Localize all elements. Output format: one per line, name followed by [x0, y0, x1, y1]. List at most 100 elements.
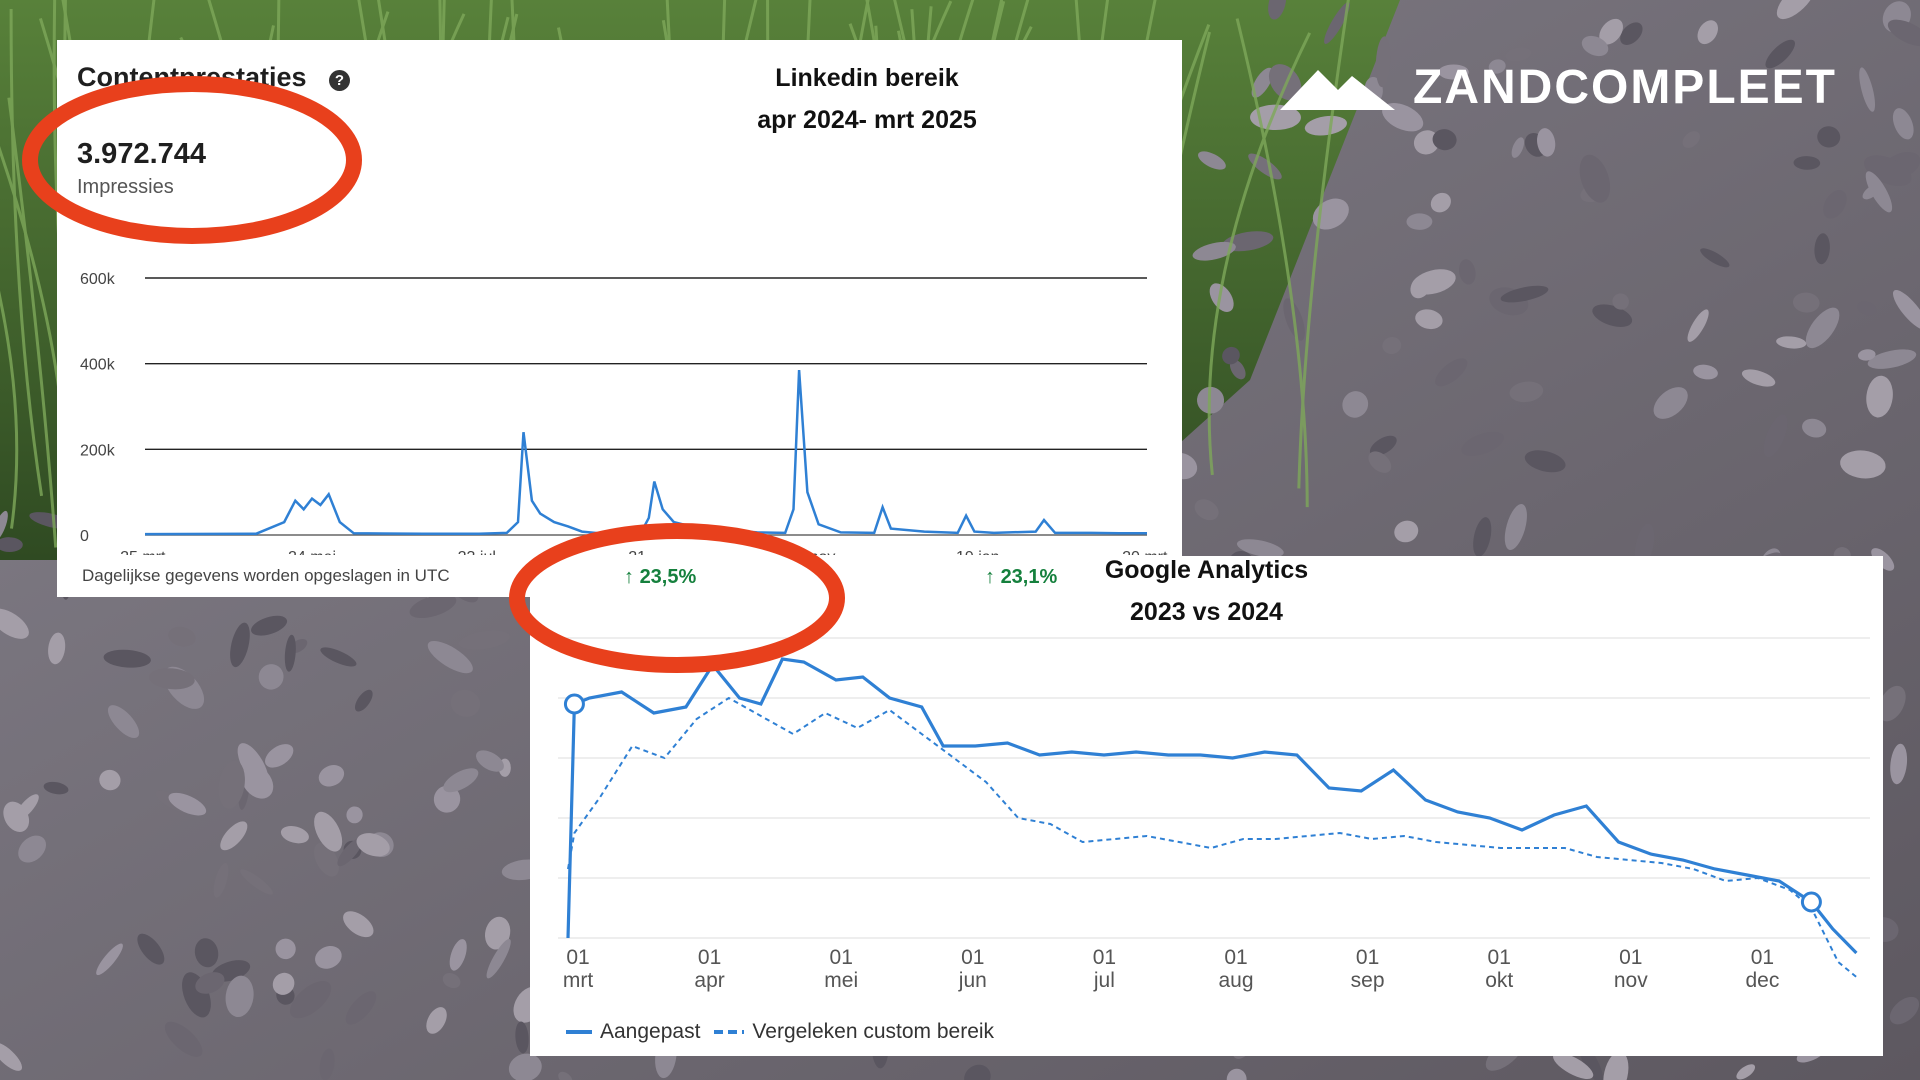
impressions-series-line: [144, 370, 1147, 536]
gravel-stone: [1814, 233, 1830, 265]
linkedin-panel: Contentprestaties ? Linkedin bereik apr …: [57, 40, 1182, 597]
series-line-aangepast: [566, 657, 1858, 955]
gravel-stone: [1687, 309, 1709, 342]
gravel-stone: [964, 1064, 991, 1080]
solid-line-swatch: [566, 1030, 592, 1034]
legend-item-aangepast[interactable]: Aangepast: [566, 1020, 700, 1044]
gravel-stone: [1473, 517, 1492, 557]
gravel-stone: [1458, 259, 1476, 285]
gravel-stone: [1599, 18, 1624, 45]
gravel-stone: [409, 594, 457, 619]
gravel-stone: [346, 806, 363, 824]
linkedin-impressions-chart: 0 200k 400k 600k 25 mrt. 24 mei 23 jul. 21 ... 2…: [80, 271, 1172, 555]
legend-item-vergeleken[interactable]: Vergeleken custom bereik: [714, 1020, 994, 1044]
gravel-stone: [168, 792, 207, 816]
gravel-stone: [225, 975, 254, 1018]
gravel-stone: [0, 1042, 23, 1071]
gravel-stone: [1209, 283, 1234, 312]
gravel-stone: [1700, 248, 1730, 268]
x-tick-label: 20 nov.: [787, 549, 838, 555]
gravel-stone: [1682, 131, 1700, 148]
utc-note: Dagelijkse gegevens worden opgeslagen in…: [82, 566, 450, 585]
gravel-stone: [345, 991, 377, 1025]
gravel-stone: [485, 916, 511, 950]
gravel-stone: [0, 537, 23, 553]
gravel-stone: [1251, 67, 1273, 98]
gravel-stone: [164, 1021, 203, 1057]
gravel-stone: [337, 838, 363, 867]
x-tick-label: 20 mrt.: [1122, 549, 1172, 555]
gravel-stone: [1857, 349, 1876, 361]
ga-x-tick-month: dec: [1745, 969, 1779, 992]
gravel-stone: [1430, 192, 1451, 213]
grass-blade: [7, 97, 58, 548]
gravel-stone: [230, 622, 250, 668]
gravel-stone: [289, 981, 332, 1019]
gravel-stone: [1693, 364, 1718, 380]
gravel-stone: [265, 744, 294, 768]
gravel-stone: [168, 626, 196, 647]
help-icon[interactable]: ?: [329, 70, 350, 91]
x-tick-label: 24 mei: [288, 549, 336, 555]
x-tick-label: 21 ...: [628, 549, 664, 555]
gravel-stone: [1805, 307, 1840, 349]
gravel-stone: [1890, 743, 1908, 785]
impressions-value: 3.972.744: [77, 138, 207, 170]
x-tick-label: 23 jul.: [458, 549, 501, 555]
ga-x-tick-month: nov: [1614, 969, 1648, 992]
ga-x-tick-month: mrt: [563, 969, 593, 992]
gravel-stone: [458, 630, 510, 650]
ga-x-tick-day: 01: [830, 946, 853, 969]
x-tick-label: 19 jan.: [956, 549, 1004, 555]
gravel-stone: [237, 743, 269, 789]
series-line-vergeleken: [567, 696, 1858, 978]
gravel-stone: [1375, 36, 1391, 88]
ga-x-tick-day: 01: [1751, 946, 1774, 969]
gravel-stone: [314, 811, 343, 852]
gravel-stone: [449, 939, 467, 971]
gravel-stone: [99, 769, 121, 791]
gravel-stone: [240, 869, 273, 895]
gravel-stone: [1579, 154, 1611, 203]
gravel-stone: [1859, 67, 1876, 112]
ga-x-tick-day: 01: [566, 946, 589, 969]
gravel-stone: [107, 705, 140, 739]
gravel-stone: [1776, 0, 1816, 20]
gravel-stone: [1342, 391, 1369, 418]
gravel-stone: [443, 768, 479, 793]
gravel-stone: [1222, 346, 1240, 365]
ga-comparison-chart: 01mrt01apr01mei01jun01jul01aug01sep01okt…: [558, 637, 1870, 992]
ga-x-tick-day: 01: [1619, 946, 1642, 969]
legend-label-aangepast: Aangepast: [600, 1020, 701, 1043]
gravel-stone: [137, 933, 165, 965]
gravel-stone: [0, 510, 8, 542]
chart-legend: Aangepast Vergeleken custom bereik: [566, 1020, 994, 1044]
arrow-up-icon: ↑: [624, 566, 634, 588]
grass-blade: [1297, 0, 1350, 489]
gravel-stone: [18, 835, 47, 863]
gravel-stone: [1250, 104, 1301, 131]
gravel-stone: [1304, 115, 1347, 136]
gravel-stone: [442, 973, 461, 989]
ga-label-line2: 2023 vs 2024: [1130, 598, 1283, 626]
change-value-2: 23,1%: [1000, 566, 1058, 588]
gravel-stone: [1524, 450, 1566, 473]
gravel-stone: [1537, 128, 1556, 157]
ga-x-tick-month: okt: [1485, 969, 1513, 992]
gravel-stone: [1857, 301, 1877, 316]
gravel-stone: [1369, 435, 1397, 456]
gravel-stone: [1432, 129, 1457, 151]
mountain-icon: [1280, 69, 1395, 110]
gravel-stone: [1461, 431, 1504, 456]
gravel-stone: [318, 765, 345, 787]
ga-x-tick-month: sep: [1351, 969, 1385, 992]
gravel-stone: [508, 1053, 542, 1080]
gravel-stone: [275, 938, 296, 960]
ga-x-tick-day: 01: [1224, 946, 1247, 969]
gravel-stone: [1192, 241, 1236, 261]
gravel-stone: [1793, 156, 1821, 170]
gravel-stone: [515, 1021, 529, 1054]
ga-x-tick-day: 01: [961, 946, 984, 969]
gravel-stone: [1197, 151, 1226, 170]
gravel-stone: [1505, 47, 1532, 62]
